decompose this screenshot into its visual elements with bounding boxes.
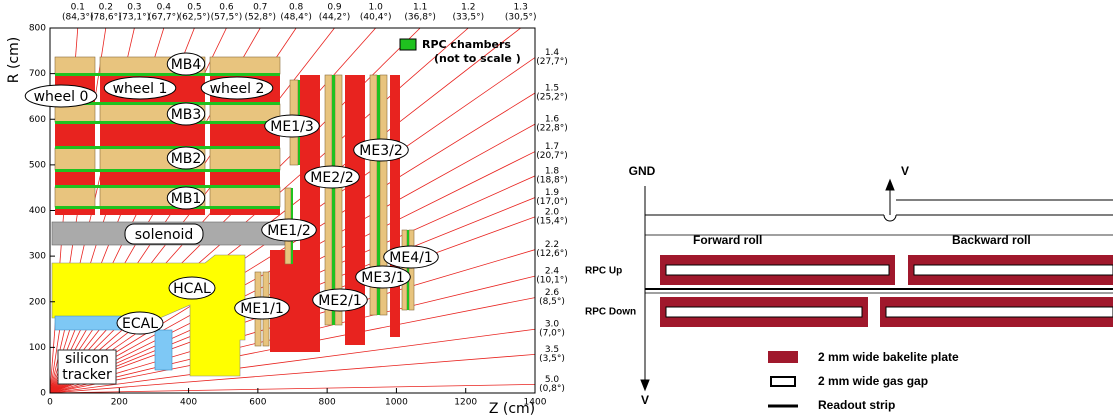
- eta-angle: (84,3°): [62, 13, 94, 23]
- y-tick-label: 400: [29, 206, 46, 216]
- figure: 0200400600800100012001400010020030040050…: [0, 0, 1113, 417]
- eta-label: 0.8: [289, 3, 304, 13]
- eta-label: 0.7: [253, 3, 267, 13]
- y-tick-label: 300: [29, 252, 46, 262]
- eta-angle: (62,5°): [179, 13, 211, 23]
- eta-angle: (57,5°): [211, 13, 243, 23]
- detector-label: ME1/2: [267, 223, 310, 239]
- voltage-label: V: [641, 393, 649, 407]
- y-tick-label: 600: [29, 115, 46, 125]
- detector-label: MB1: [171, 191, 202, 207]
- legend-text: (not to scale ): [434, 52, 521, 65]
- eta-angle: (17,0°): [536, 197, 568, 207]
- detector-label: ECAL: [122, 316, 158, 332]
- detector-label: wheel 1: [113, 81, 168, 97]
- legend-swatch: [400, 39, 416, 50]
- detector-label: silicon: [65, 351, 109, 367]
- detector-label: ME1/3: [270, 119, 313, 135]
- forward-roll-label: Forward roll: [693, 233, 762, 247]
- eta-label: 0.1: [71, 3, 85, 13]
- x-tick-label: 1200: [454, 398, 477, 408]
- detector: [52, 57, 414, 384]
- gnd-label: GND: [629, 164, 656, 178]
- eta-angle: (0,8°): [539, 384, 565, 394]
- x-axis-label: Z (cm): [489, 401, 535, 417]
- y-tick-label: 800: [29, 24, 46, 34]
- eta-angle: (3,5°): [539, 354, 565, 364]
- x-tick-label: 800: [319, 398, 336, 408]
- detector-label: wheel 2: [210, 81, 265, 97]
- eta-angle: (78,6°): [90, 13, 122, 23]
- eta-angle: (48,4°): [280, 13, 312, 23]
- x-tick-label: 1000: [385, 398, 408, 408]
- detector-label: solenoid: [135, 227, 194, 243]
- eta-angle: (25,2°): [536, 93, 568, 103]
- eta-label: 0.9: [327, 3, 342, 13]
- detector-label: ME3/2: [359, 143, 402, 159]
- rpc-down-label: RPC Down: [585, 307, 636, 318]
- eta-label: 1.2: [461, 3, 475, 13]
- rpc-up-label: RPC Up: [585, 266, 622, 277]
- eta-angle: (33,5°): [453, 13, 485, 23]
- eta-angle: (36,8°): [404, 13, 436, 23]
- rpc-schematic: [641, 180, 1113, 406]
- eta-angle: (12,6°): [536, 249, 568, 259]
- detector-label: tracker: [62, 367, 112, 383]
- eta-angle: (40,4°): [360, 13, 392, 23]
- x-tick-label: 400: [180, 398, 197, 408]
- detector-label: HCAL: [173, 281, 211, 297]
- eta-label: 1.3: [514, 3, 528, 13]
- legend-text: 2 mm wide gas gap: [818, 374, 928, 388]
- eta-label: 0.5: [187, 3, 201, 13]
- y-tick-label: 200: [29, 297, 46, 307]
- legend-text: 2 mm wide bakelite plate: [818, 350, 959, 364]
- y-tick-label: 0: [40, 389, 46, 399]
- backward-roll-label: Backward roll: [952, 233, 1031, 247]
- detector-label: ME2/2: [310, 170, 353, 186]
- x-tick-label: 0: [47, 398, 53, 408]
- voltage-label: V: [901, 164, 909, 178]
- x-tick-label: 600: [249, 398, 266, 408]
- detector-label: MB3: [171, 107, 202, 123]
- detector-label: MB2: [171, 151, 202, 167]
- eta-angle: (15,4°): [536, 216, 568, 226]
- eta-label: 1.1: [413, 3, 427, 13]
- detector-label: wheel 0: [34, 89, 89, 105]
- y-tick-label: 100: [29, 343, 46, 353]
- detector-label: ME2/1: [318, 293, 361, 309]
- eta-label: 0.3: [127, 3, 141, 13]
- y-axis-label: R (cm): [6, 37, 22, 83]
- eta-angle: (20,7°): [536, 151, 568, 161]
- eta-angle: (67,7°): [148, 13, 180, 23]
- detector-label: ME4/1: [389, 250, 432, 266]
- y-tick-label: 500: [29, 160, 46, 170]
- eta-label: 0.4: [157, 3, 172, 13]
- eta-angle: (30,5°): [505, 13, 537, 23]
- eta-angle: (18,8°): [536, 175, 568, 185]
- eta-angle: (44,2°): [319, 13, 351, 23]
- eta-angle: (8,5°): [539, 297, 565, 307]
- x-tick-label: 200: [111, 398, 128, 408]
- eta-label: 1.0: [369, 3, 384, 13]
- detector-label: ME3/1: [361, 270, 404, 286]
- eta-angle: (7,0°): [539, 329, 565, 339]
- eta-label: 0.6: [219, 3, 234, 13]
- eta-angle: (73,1°): [119, 13, 151, 23]
- detector-label: MB4: [171, 57, 202, 73]
- eta-angle: (27,7°): [536, 57, 568, 67]
- eta-line: [50, 384, 535, 393]
- detector-label: ME1/1: [240, 301, 283, 317]
- legend-text: RPC chambers: [422, 38, 511, 51]
- legend-text: Readout strip: [818, 398, 895, 412]
- y-tick-label: 700: [29, 69, 46, 79]
- eta-angle: (22,8°): [536, 124, 568, 134]
- eta-angle: (52,8°): [244, 13, 276, 23]
- eta-angle: (10,1°): [536, 276, 568, 286]
- eta-label: 0.2: [99, 3, 113, 13]
